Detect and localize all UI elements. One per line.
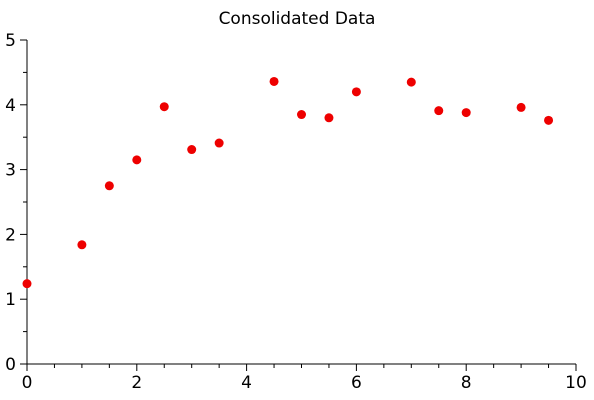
y-tick-label: 3 <box>5 161 16 181</box>
data-point <box>461 108 471 118</box>
data-point <box>434 106 444 116</box>
x-tick-label: 2 <box>131 373 142 393</box>
x-tick-label: 8 <box>461 373 472 393</box>
data-point <box>104 181 114 191</box>
x-tick-label: 0 <box>22 373 33 393</box>
data-point <box>132 155 142 165</box>
data-point <box>297 110 306 120</box>
data-point <box>22 279 32 289</box>
data-point <box>159 102 169 112</box>
y-tick-label: 1 <box>5 290 16 310</box>
data-point <box>351 87 361 97</box>
data-points <box>22 76 554 289</box>
chart-title: Consolidated Data <box>219 9 376 29</box>
data-point <box>269 76 279 86</box>
data-point <box>406 77 416 87</box>
y-tick-label: 2 <box>5 225 16 245</box>
data-point <box>544 115 554 125</box>
x-tick-label: 6 <box>351 373 362 393</box>
data-point <box>214 138 224 148</box>
axes: 0 2 4 6 8 10 0 1 2 3 4 5 <box>5 31 587 393</box>
y-tick-label: 5 <box>5 31 16 51</box>
y-tick-label: 4 <box>5 96 16 116</box>
data-point <box>324 113 334 123</box>
x-tick-label: 10 <box>565 373 587 393</box>
y-tick-label: 0 <box>5 355 16 375</box>
data-point <box>77 240 87 250</box>
x-tick-label: 4 <box>241 373 252 393</box>
data-point <box>187 145 197 155</box>
data-point <box>516 102 526 112</box>
